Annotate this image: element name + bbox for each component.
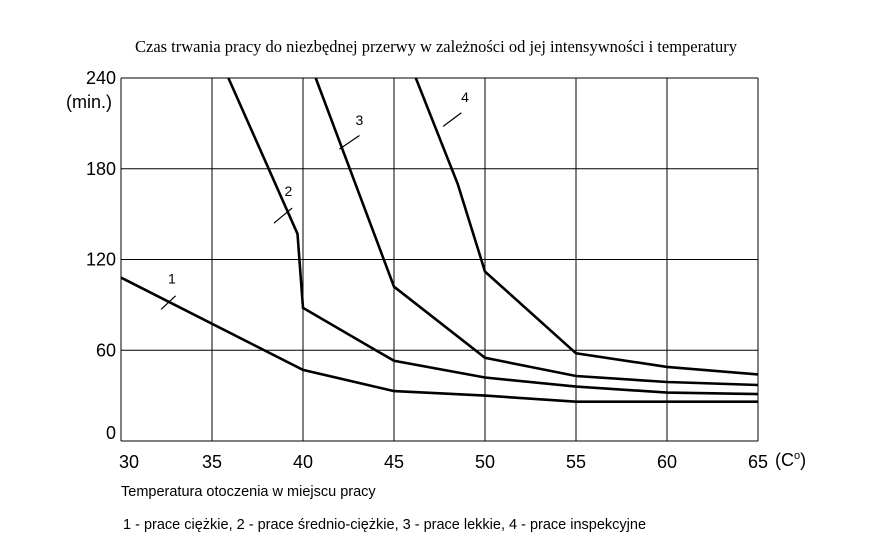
y-tick-0: 0 (106, 423, 116, 443)
series-label-3: 3 (356, 112, 364, 128)
series-line-4 (414, 77, 759, 376)
x-tick-45: 45 (384, 452, 404, 472)
y-tick-60: 60 (96, 340, 116, 360)
y-axis-unit: (min.) (66, 92, 112, 112)
x-tick-40: 40 (293, 452, 313, 472)
series-leader-2 (273, 207, 293, 224)
series-leader-1 (160, 295, 177, 310)
y-tick-120: 120 (86, 250, 116, 270)
series-lines (120, 77, 759, 404)
series-line-1 (120, 276, 758, 404)
series-label-2: 2 (285, 183, 293, 199)
series-leader-3 (339, 134, 360, 150)
series-leader-4 (442, 112, 462, 127)
x-axis-unit: (Co) (775, 450, 807, 470)
series-line-3 (314, 77, 759, 387)
x-tick-35: 35 (202, 452, 222, 472)
x-tick-60: 60 (657, 452, 677, 472)
x-tick-30: 30 (119, 452, 139, 472)
legend: 1 - prace ciężkie, 2 - prace średnio-cię… (123, 517, 647, 533)
y-tick-240: 240 (86, 68, 116, 88)
x-axis-label: Temperatura otoczenia w miejscu pracy (121, 484, 376, 500)
y-tick-180: 180 (86, 159, 116, 179)
series-label-4: 4 (461, 89, 469, 105)
x-tick-65: 65 (748, 452, 768, 472)
chart-title: Czas trwania pracy do niezbędnej przerwy… (134, 37, 738, 56)
x-tick-50: 50 (475, 452, 495, 472)
x-tick-55: 55 (566, 452, 586, 472)
series-line-2 (227, 77, 759, 396)
grid (120, 77, 759, 442)
series-labels: 1 2 3 4 (160, 89, 469, 310)
series-label-1: 1 (168, 271, 176, 287)
tick-labels: 30 35 40 45 50 55 60 65 0 60 120 180 240 (86, 68, 768, 472)
